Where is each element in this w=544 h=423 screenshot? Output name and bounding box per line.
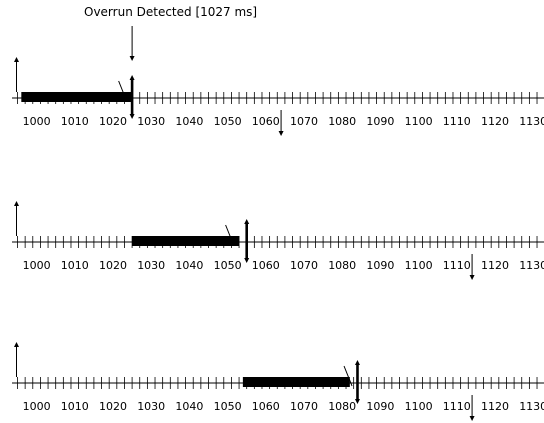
timeline-1-deadline-arrow-down xyxy=(129,114,135,119)
timeline-2-tick-label: 1050 xyxy=(214,259,242,272)
timeline-1-tick-label: 1080 xyxy=(328,115,356,128)
timeline-2-execution-bar xyxy=(132,236,240,246)
timeline-2-cutoff-slash xyxy=(225,224,235,246)
timeline-2-tick-label: 1080 xyxy=(328,259,356,272)
timeline-3-down-marker-head xyxy=(469,416,475,421)
timeline-3-tick-label: 1120 xyxy=(481,400,509,413)
timeline-3-release-arrow-head xyxy=(14,342,19,347)
timeline-1-tick-label: 1000 xyxy=(23,115,51,128)
timeline-1-tick-label: 1030 xyxy=(137,115,165,128)
timeline-3-tick-label: 1050 xyxy=(214,400,242,413)
timeline-2-tick-label: 1060 xyxy=(252,259,280,272)
timeline-2-deadline-arrow-up xyxy=(244,219,250,224)
timeline-1-tick-label: 1060 xyxy=(252,115,280,128)
timeline-3-tick-label: 1090 xyxy=(366,400,394,413)
timeline-3-tick-label: 1000 xyxy=(23,400,51,413)
timeline-1-down-marker-head xyxy=(278,131,284,136)
timeline-3-tick-label: 1130 xyxy=(519,400,544,413)
timeline-1-deadline-arrow-up xyxy=(129,75,135,80)
timeline-3-tick-label: 1080 xyxy=(328,400,356,413)
timeline-1-tick-label: 1090 xyxy=(366,115,394,128)
timeline-2-tick-label: 1100 xyxy=(405,259,433,272)
timeline-1-tick-label: 1050 xyxy=(214,115,242,128)
overrun-annotation-label: Overrun Detected [1027 ms] xyxy=(84,5,258,19)
timeline-1-execution-bar xyxy=(21,92,133,102)
timeline-2-tick-label: 1030 xyxy=(137,259,165,272)
timeline-2-tick-label: 1010 xyxy=(61,259,89,272)
overrun-annotation-arrow-head xyxy=(129,56,135,61)
timeline-3-tick-label: 1070 xyxy=(290,400,318,413)
timeline-3-tick-label: 1030 xyxy=(137,400,165,413)
timeline-1-tick-label: 1010 xyxy=(61,115,89,128)
timeline-1-tick-label: 1070 xyxy=(290,115,318,128)
timeline-2-tick-label: 1120 xyxy=(481,259,509,272)
timeline-2-down-marker-head xyxy=(469,275,475,280)
timeline-3-tick-label: 1060 xyxy=(252,400,280,413)
timeline-3-tick-label: 1100 xyxy=(405,400,433,413)
timeline-1-tick-label: 1130 xyxy=(519,115,544,128)
timeline-2-tick-label: 1070 xyxy=(290,259,318,272)
timeline-2-tick-label: 1110 xyxy=(443,259,471,272)
timeline-3-deadline-arrow-up xyxy=(354,360,360,365)
timeline-2-tick-label: 1040 xyxy=(175,259,203,272)
timeline-1-tick-label: 1040 xyxy=(175,115,203,128)
timeline-2-tick-label: 1020 xyxy=(99,259,127,272)
timeline-3-deadline-arrow-down xyxy=(354,399,360,404)
timeline-3-execution-bar xyxy=(242,377,350,387)
timeline-1-tick-label: 1020 xyxy=(99,115,127,128)
timeline-3-tick-label: 1040 xyxy=(175,400,203,413)
timeline-3-tick-label: 1020 xyxy=(99,400,127,413)
timeline-1-release-arrow-head xyxy=(14,57,19,62)
timeline-2-release-arrow-head xyxy=(14,201,19,206)
timeline-3-cutoff-slash xyxy=(343,365,353,387)
timeline-2-deadline-arrow-down xyxy=(244,258,250,263)
timeline-3-tick-label: 1110 xyxy=(443,400,471,413)
timeline-1-cutoff-slash xyxy=(118,80,128,102)
timeline-1-tick-label: 1100 xyxy=(405,115,433,128)
timeline-1-tick-label: 1110 xyxy=(443,115,471,128)
timeline-1-tick-label: 1120 xyxy=(481,115,509,128)
timeline-2-tick-label: 1090 xyxy=(366,259,394,272)
timeline-3-tick-label: 1010 xyxy=(61,400,89,413)
timeline-2-tick-label: 1000 xyxy=(23,259,51,272)
timeline-2-tick-label: 1130 xyxy=(519,259,544,272)
